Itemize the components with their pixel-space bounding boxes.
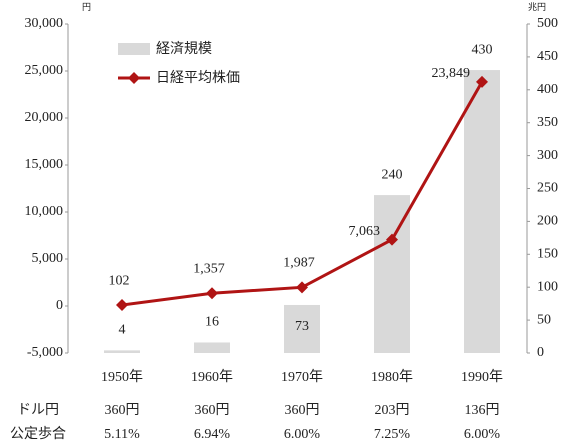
line-value-label: 23,849: [432, 66, 471, 81]
y-tick-label: 30,000: [25, 16, 64, 31]
x-tick-label: 1970年: [281, 369, 323, 385]
table-row-label: ドル円: [17, 403, 59, 418]
table-cell: 360円: [105, 403, 140, 418]
line: [121, 81, 484, 307]
bar-value-label: 430: [472, 42, 493, 57]
y2-tick-label: 0: [537, 345, 544, 360]
table-row-label: 公定歩合: [10, 426, 66, 442]
y2-tick-label: 450: [537, 49, 558, 64]
y2-tick-label: 250: [537, 181, 558, 196]
table-cell: 6.00%: [464, 427, 501, 442]
bar-value-label: 16: [205, 315, 219, 330]
y2-tick-label: 150: [537, 247, 558, 262]
legend-marker: [128, 72, 140, 84]
bar: [194, 342, 230, 353]
y2-unit: 兆円: [528, 2, 546, 12]
bar-value-label: 240: [382, 167, 403, 182]
table-cell: 136円: [465, 403, 500, 418]
line-value-label: 1,357: [193, 261, 225, 276]
bar-value-label: 4: [119, 323, 126, 338]
y-tick-label: -5,000: [27, 345, 63, 360]
y-tick-label: 15,000: [25, 157, 64, 172]
table-cell: 6.94%: [194, 427, 231, 442]
line-value-label: 1,987: [283, 256, 315, 271]
x-tick-label: 1960年: [191, 369, 233, 385]
x-tick-label: 1990年: [461, 369, 503, 385]
y2-tick-label: 50: [537, 312, 551, 327]
table-cell: 5.11%: [104, 427, 140, 442]
table-cell: 360円: [195, 403, 230, 418]
y2-tick-label: 200: [537, 214, 558, 229]
line-value-label: 7,063: [349, 224, 381, 239]
y2-tick-label: 500: [537, 16, 558, 31]
table-cell: 6.00%: [284, 427, 321, 442]
y-tick-label: 0: [56, 298, 63, 313]
y2-tick-label: 350: [537, 115, 558, 130]
y-tick-label: 5,000: [32, 251, 64, 266]
y2-tick-label: 400: [537, 82, 558, 97]
legend-label: 経済規模: [156, 41, 212, 57]
y2-tick-label: 300: [537, 148, 558, 163]
line-value-label: 102: [109, 273, 130, 288]
line-marker: [296, 281, 308, 294]
y2-tick-label: 100: [537, 279, 558, 294]
y-unit: 円: [82, 2, 91, 12]
x-tick-label: 1950年: [101, 369, 143, 385]
table-cell: 203円: [375, 403, 410, 418]
x-tick-label: 1980年: [371, 369, 413, 385]
bar: [464, 70, 500, 353]
bar: [284, 304, 320, 353]
y-tick-label: 20,000: [25, 110, 64, 125]
line-marker: [476, 75, 488, 88]
y-tick-label: 10,000: [25, 204, 64, 219]
line-marker: [116, 299, 128, 312]
legend-label: 日経平均株価: [156, 70, 240, 86]
table-cell: 7.25%: [374, 427, 411, 442]
bar: [104, 350, 140, 353]
line-marker: [206, 287, 218, 300]
y-tick-label: 25,000: [25, 63, 64, 78]
legend-swatch: [118, 43, 150, 55]
line-marker: [386, 233, 398, 246]
bar-value-label: 73: [295, 319, 309, 334]
table-cell: 360円: [285, 403, 320, 418]
